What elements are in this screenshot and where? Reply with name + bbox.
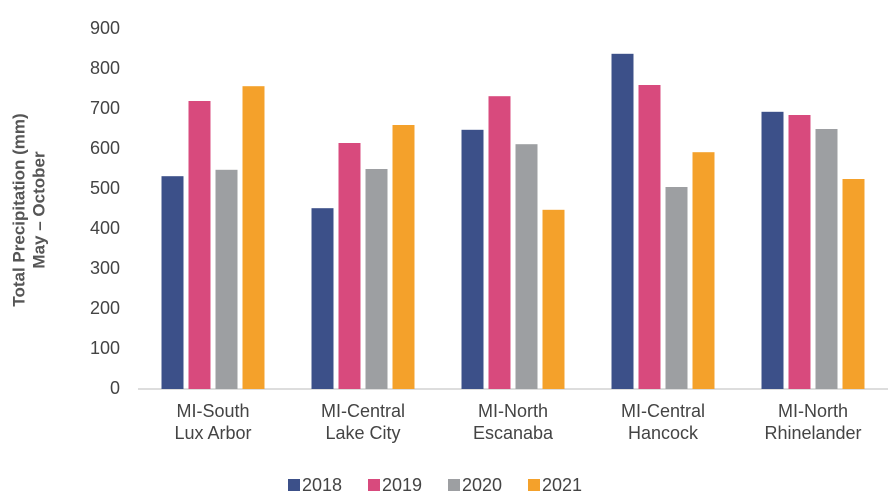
- legend-swatch: [528, 479, 540, 491]
- bar: [692, 152, 715, 389]
- bar: [488, 96, 511, 389]
- bar: [242, 86, 265, 389]
- bar: [611, 53, 634, 390]
- legend-label: 2021: [542, 475, 582, 495]
- bar: [638, 85, 661, 389]
- bar: [761, 111, 784, 390]
- x-tick-label: Escanaba: [473, 423, 554, 443]
- legend-swatch: [448, 479, 460, 491]
- bar: [665, 187, 688, 389]
- y-tick-label: 100: [90, 338, 120, 358]
- bar: [461, 129, 484, 390]
- x-tick-label: Lux Arbor: [174, 423, 251, 443]
- bar: [788, 115, 811, 389]
- bar: [161, 176, 184, 389]
- bar: [542, 209, 565, 389]
- x-tick-label: MI-North: [778, 401, 848, 421]
- bar: [515, 144, 538, 389]
- y-tick-label: 600: [90, 138, 120, 158]
- y-label-line: Total Precipitation (mm): [9, 113, 28, 306]
- y-tick-label: 900: [90, 18, 120, 38]
- legend-swatch: [288, 479, 300, 491]
- bar: [815, 129, 838, 389]
- y-axis-label: Total Precipitation (mm) May – October: [9, 113, 48, 306]
- legend-label: 2018: [302, 475, 342, 495]
- legend-label: 2019: [382, 475, 422, 495]
- x-tick-label: Rhinelander: [764, 423, 861, 443]
- y-tick-label: 700: [90, 98, 120, 118]
- bar: [311, 208, 334, 389]
- y-tick-label: 400: [90, 218, 120, 238]
- y-tick-label: 300: [90, 258, 120, 278]
- bar: [188, 101, 211, 389]
- y-tick-label: 500: [90, 178, 120, 198]
- legend-label: 2020: [462, 475, 502, 495]
- x-tick-label: MI-Central: [321, 401, 405, 421]
- x-tick-label: Lake City: [325, 423, 400, 443]
- bar: [392, 125, 415, 389]
- bar: [842, 179, 865, 389]
- bar: [338, 143, 361, 389]
- x-tick-label: MI-North: [478, 401, 548, 421]
- x-tick-label: MI-Central: [621, 401, 705, 421]
- y-label-line: May – October: [29, 151, 48, 269]
- bar: [365, 169, 388, 389]
- y-tick-label: 0: [110, 378, 120, 398]
- bar: [215, 169, 238, 389]
- legend-swatch: [368, 479, 380, 491]
- y-tick-label: 800: [90, 58, 120, 78]
- x-tick-label: Hancock: [628, 423, 699, 443]
- x-tick-label: MI-South: [176, 401, 249, 421]
- y-tick-label: 200: [90, 298, 120, 318]
